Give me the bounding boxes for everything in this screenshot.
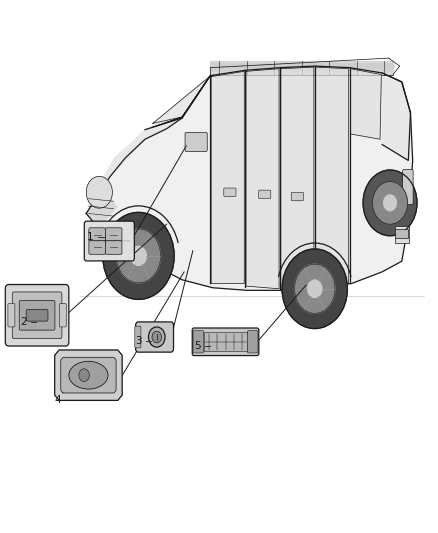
FancyBboxPatch shape bbox=[185, 132, 207, 151]
FancyBboxPatch shape bbox=[395, 226, 409, 243]
Text: 3: 3 bbox=[135, 336, 141, 346]
Circle shape bbox=[282, 249, 347, 328]
Polygon shape bbox=[382, 73, 410, 160]
Polygon shape bbox=[97, 118, 182, 190]
Circle shape bbox=[363, 170, 417, 236]
FancyBboxPatch shape bbox=[192, 328, 259, 356]
Circle shape bbox=[307, 280, 322, 297]
FancyBboxPatch shape bbox=[106, 240, 122, 254]
FancyBboxPatch shape bbox=[136, 322, 173, 352]
Polygon shape bbox=[152, 77, 209, 127]
Ellipse shape bbox=[152, 331, 162, 343]
Polygon shape bbox=[61, 358, 116, 393]
FancyBboxPatch shape bbox=[59, 304, 66, 327]
Polygon shape bbox=[281, 67, 314, 289]
Ellipse shape bbox=[148, 327, 165, 347]
FancyBboxPatch shape bbox=[19, 301, 55, 330]
Polygon shape bbox=[246, 69, 279, 289]
Text: 2: 2 bbox=[20, 317, 26, 327]
FancyBboxPatch shape bbox=[26, 310, 48, 321]
Text: 5: 5 bbox=[194, 341, 201, 351]
FancyBboxPatch shape bbox=[8, 304, 15, 327]
Circle shape bbox=[86, 176, 113, 208]
FancyBboxPatch shape bbox=[89, 240, 106, 254]
Polygon shape bbox=[350, 69, 381, 139]
Circle shape bbox=[372, 182, 408, 224]
Polygon shape bbox=[153, 77, 209, 123]
FancyBboxPatch shape bbox=[84, 221, 134, 261]
Polygon shape bbox=[211, 71, 244, 284]
Polygon shape bbox=[86, 66, 413, 290]
FancyBboxPatch shape bbox=[12, 292, 62, 338]
FancyBboxPatch shape bbox=[403, 169, 413, 205]
FancyBboxPatch shape bbox=[135, 326, 141, 348]
FancyBboxPatch shape bbox=[5, 285, 69, 346]
FancyBboxPatch shape bbox=[89, 228, 106, 241]
Polygon shape bbox=[55, 350, 122, 400]
FancyBboxPatch shape bbox=[395, 229, 408, 238]
FancyBboxPatch shape bbox=[247, 330, 258, 353]
FancyBboxPatch shape bbox=[291, 192, 304, 201]
Circle shape bbox=[294, 264, 335, 313]
Circle shape bbox=[79, 369, 89, 382]
Polygon shape bbox=[86, 190, 117, 229]
Circle shape bbox=[383, 195, 397, 211]
Circle shape bbox=[117, 229, 161, 283]
FancyBboxPatch shape bbox=[204, 332, 247, 351]
FancyBboxPatch shape bbox=[193, 330, 204, 353]
Text: 4: 4 bbox=[55, 395, 61, 405]
FancyBboxPatch shape bbox=[224, 188, 236, 197]
Text: 1: 1 bbox=[87, 232, 94, 243]
FancyBboxPatch shape bbox=[258, 190, 271, 199]
Circle shape bbox=[131, 246, 146, 265]
FancyBboxPatch shape bbox=[106, 228, 122, 241]
Ellipse shape bbox=[69, 361, 108, 389]
Polygon shape bbox=[316, 67, 349, 287]
Circle shape bbox=[103, 213, 174, 300]
